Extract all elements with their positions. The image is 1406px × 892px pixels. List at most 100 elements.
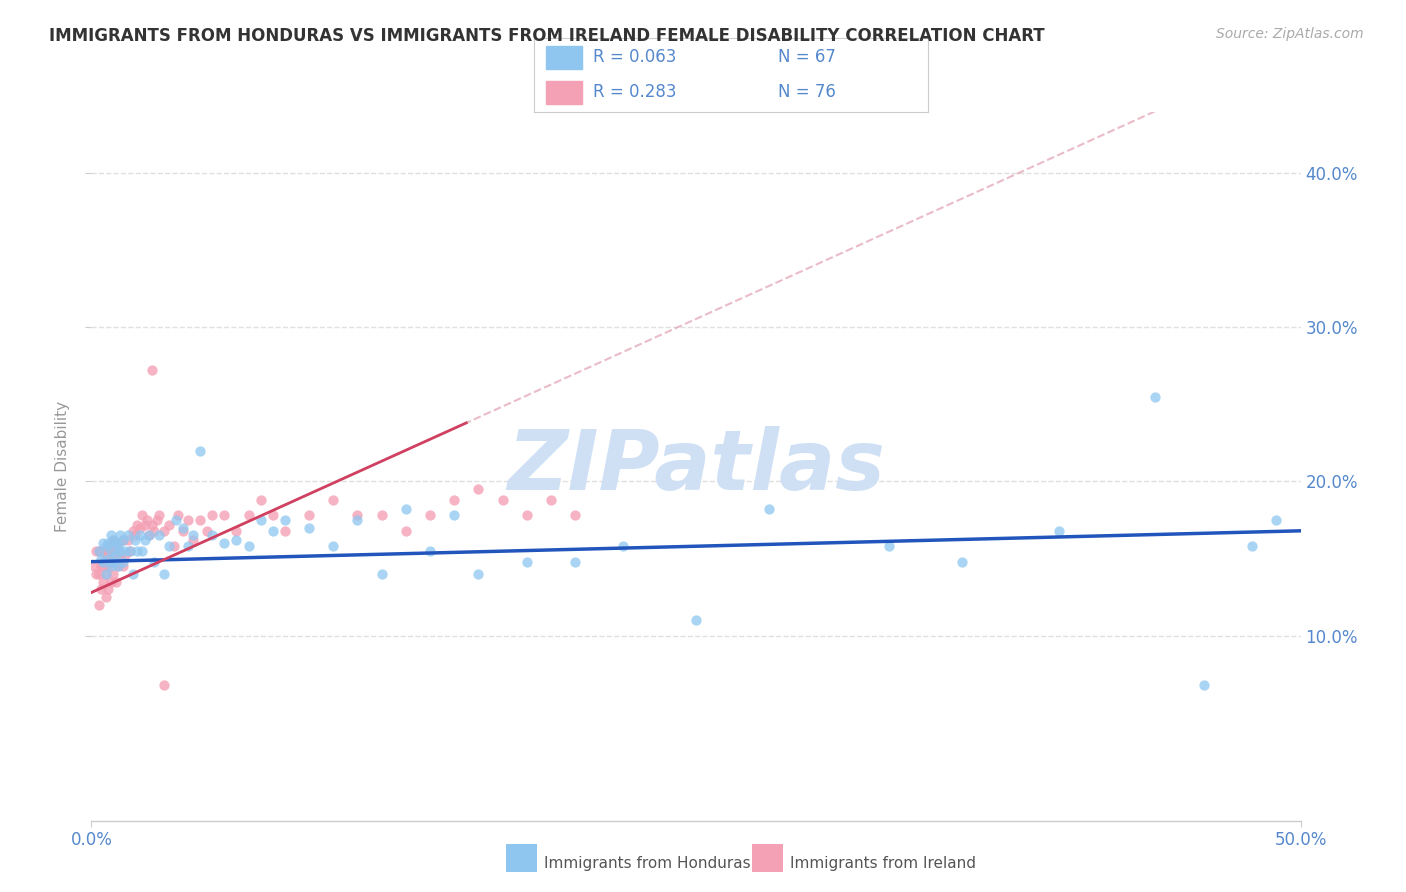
- Point: [249, 513, 271, 527]
- Point: [298, 521, 321, 535]
- Point: [100, 555, 122, 569]
- Point: [201, 508, 224, 523]
- Point: [110, 549, 132, 563]
- Point: [93, 574, 115, 589]
- Point: [491, 493, 513, 508]
- Point: [94, 566, 117, 581]
- Point: [395, 524, 418, 538]
- Point: [167, 508, 190, 523]
- Point: [124, 528, 146, 542]
- Point: [467, 482, 489, 496]
- Point: [114, 544, 136, 558]
- Point: [346, 508, 368, 523]
- Point: [950, 555, 973, 569]
- Point: [94, 566, 117, 581]
- Point: [90, 582, 112, 597]
- Point: [136, 513, 159, 527]
- Point: [141, 363, 163, 377]
- Point: [370, 508, 392, 523]
- Point: [121, 524, 143, 538]
- Point: [101, 533, 124, 547]
- Point: [346, 513, 368, 527]
- Point: [93, 559, 115, 574]
- Text: N = 76: N = 76: [779, 84, 837, 102]
- Text: ZIPatlas: ZIPatlas: [508, 425, 884, 507]
- Point: [128, 521, 150, 535]
- Point: [104, 574, 127, 589]
- Text: Immigrants from Honduras: Immigrants from Honduras: [544, 856, 751, 871]
- Text: Immigrants from Ireland: Immigrants from Ireland: [790, 856, 976, 871]
- Point: [162, 539, 184, 553]
- Point: [104, 536, 127, 550]
- Bar: [546, 81, 582, 104]
- Point: [90, 559, 112, 574]
- Point: [201, 528, 224, 542]
- Point: [419, 508, 441, 523]
- Point: [322, 539, 344, 553]
- Point: [274, 524, 297, 538]
- Point: [443, 508, 465, 523]
- Point: [188, 443, 211, 458]
- Point: [104, 549, 127, 563]
- Point: [124, 533, 146, 547]
- Point: [97, 536, 120, 550]
- Point: [120, 544, 142, 558]
- Point: [214, 508, 236, 523]
- Point: [83, 559, 105, 574]
- Point: [97, 582, 120, 597]
- Point: [84, 544, 107, 558]
- Point: [100, 559, 122, 574]
- Point: [100, 574, 122, 589]
- Point: [120, 544, 142, 558]
- Point: [1047, 524, 1070, 538]
- Point: [177, 539, 200, 553]
- Point: [101, 555, 124, 569]
- Point: [564, 508, 586, 523]
- Point: [100, 539, 122, 553]
- Point: [141, 517, 163, 532]
- Point: [262, 508, 284, 523]
- Point: [111, 555, 134, 569]
- Point: [153, 524, 176, 538]
- Point: [1192, 678, 1215, 692]
- Text: R = 0.283: R = 0.283: [593, 84, 676, 102]
- Point: [443, 493, 465, 508]
- Point: [322, 493, 344, 508]
- Point: [100, 528, 122, 542]
- Point: [93, 536, 115, 550]
- Point: [1265, 513, 1288, 527]
- Point: [225, 524, 247, 538]
- Point: [104, 544, 127, 558]
- Point: [148, 528, 170, 542]
- Point: [758, 502, 780, 516]
- Point: [111, 533, 134, 547]
- Point: [94, 549, 117, 563]
- Point: [145, 513, 167, 527]
- Point: [107, 536, 129, 550]
- Point: [90, 544, 112, 558]
- Point: [516, 555, 538, 569]
- Point: [87, 598, 110, 612]
- Point: [90, 551, 112, 566]
- Point: [274, 513, 297, 527]
- Point: [612, 539, 634, 553]
- Point: [540, 493, 562, 508]
- Point: [97, 559, 120, 574]
- Point: [134, 533, 156, 547]
- Point: [107, 559, 129, 574]
- Point: [110, 544, 132, 558]
- Point: [1241, 539, 1264, 553]
- Point: [101, 533, 124, 547]
- Point: [165, 513, 187, 527]
- Y-axis label: Female Disability: Female Disability: [55, 401, 70, 532]
- Point: [93, 555, 115, 569]
- Point: [238, 539, 260, 553]
- Point: [419, 544, 441, 558]
- Point: [100, 544, 122, 558]
- Text: Source: ZipAtlas.com: Source: ZipAtlas.com: [1216, 27, 1364, 41]
- Point: [262, 524, 284, 538]
- Point: [93, 544, 115, 558]
- Text: R = 0.063: R = 0.063: [593, 48, 676, 66]
- Point: [467, 566, 489, 581]
- Point: [114, 549, 136, 563]
